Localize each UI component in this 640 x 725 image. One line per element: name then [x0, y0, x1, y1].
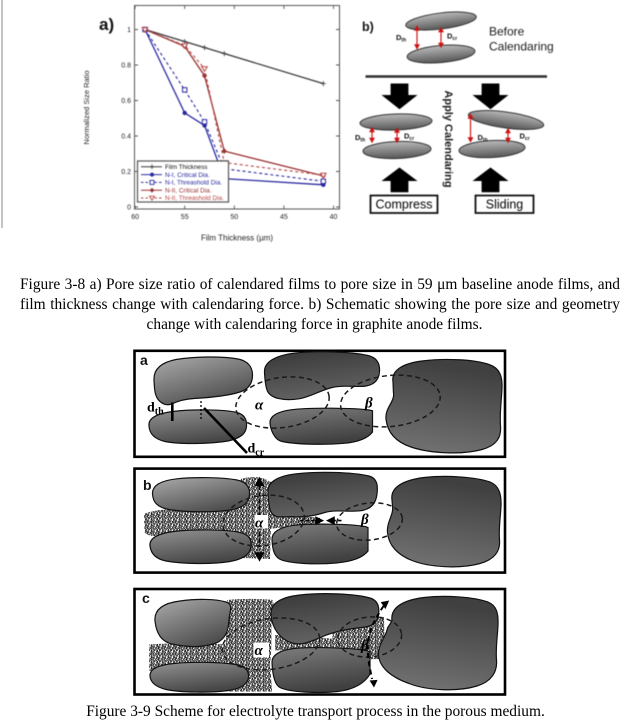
svg-text:α: α: [255, 643, 264, 659]
svg-text:60: 60: [131, 214, 139, 221]
svg-text:0.8: 0.8: [121, 63, 131, 70]
svg-text:β: β: [360, 512, 369, 528]
svg-text:55: 55: [181, 214, 189, 221]
svg-text:Compress: Compress: [376, 198, 433, 212]
svg-text:Film Thickness (µm): Film Thickness (µm): [201, 234, 273, 243]
svg-text:0.2: 0.2: [121, 169, 131, 176]
svg-text:β: β: [360, 638, 369, 654]
svg-text:Film Thickness: Film Thickness: [165, 164, 208, 171]
svg-text:c: c: [142, 590, 150, 606]
svg-text:N-II, Threashold Dia.: N-II, Threashold Dia.: [165, 195, 224, 202]
svg-text:0: 0: [127, 205, 131, 212]
svg-text:a): a): [99, 15, 114, 34]
svg-text:0.4: 0.4: [121, 134, 131, 141]
svg-text:N-I, Critical Dia.: N-I, Critical Dia.: [165, 172, 210, 179]
svg-text:50: 50: [230, 214, 238, 221]
svg-text:Dth: Dth: [355, 133, 365, 144]
svg-text:Normalized Size Ratio: Normalized Size Ratio: [82, 70, 91, 144]
svg-text:Dcr: Dcr: [447, 32, 457, 43]
svg-text:Calendaring: Calendaring: [489, 40, 554, 54]
svg-text:Dth: Dth: [478, 133, 488, 144]
svg-text:45: 45: [280, 214, 288, 221]
svg-text:Before: Before: [489, 25, 525, 39]
svg-text:β: β: [364, 396, 373, 412]
svg-text:Apply Calendaring: Apply Calendaring: [442, 90, 454, 187]
svg-text:40: 40: [330, 214, 338, 221]
svg-text:1: 1: [127, 27, 131, 34]
svg-text:Dth: Dth: [396, 33, 406, 44]
svg-text:α: α: [255, 516, 264, 532]
svg-text:b): b): [362, 20, 374, 34]
svg-text:Dcr: Dcr: [404, 132, 414, 143]
svg-text:0.6: 0.6: [121, 98, 131, 105]
svg-text:Sliding: Sliding: [486, 198, 524, 212]
svg-text:a: a: [140, 352, 148, 368]
svg-text:Dcr: Dcr: [520, 132, 530, 143]
svg-text:N-I, Threashold Dia.: N-I, Threashold Dia.: [165, 180, 222, 187]
svg-text:N-II, Critical Dia.: N-II, Critical Dia.: [165, 187, 212, 194]
svg-text:α: α: [255, 398, 264, 414]
svg-text:b: b: [143, 477, 152, 493]
